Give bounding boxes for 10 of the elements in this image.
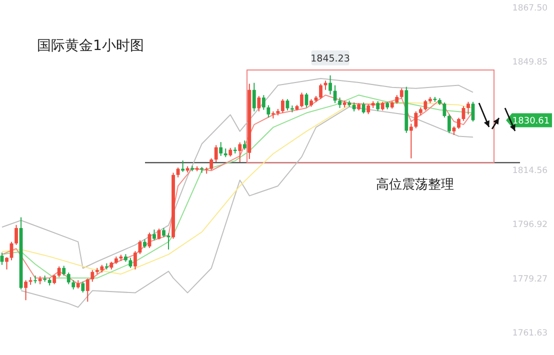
- y-tick-label: 1814.56: [512, 166, 548, 176]
- y-tick-label: 1796.92: [512, 220, 548, 230]
- annotation: 1845.23: [310, 53, 350, 64]
- text: 国际黄金1小时图: [37, 38, 144, 54]
- text: 1830.61: [512, 116, 550, 127]
- y-tick-label: 1779.27: [512, 274, 548, 284]
- y-tick-label: 1761.63: [512, 328, 548, 338]
- ref-line-label: 高位震荡整理: [376, 176, 454, 193]
- y-tick-label: 1867.50: [512, 4, 548, 14]
- y-tick-label: 1849.85: [512, 58, 548, 68]
